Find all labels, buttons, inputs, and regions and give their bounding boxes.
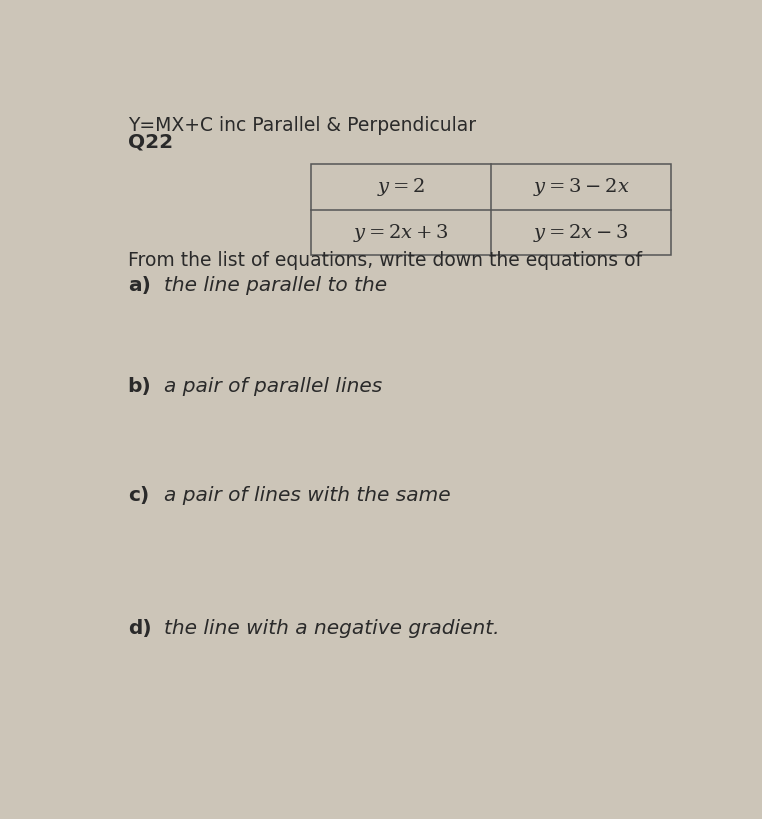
- Text: a pair of parallel lines: a pair of parallel lines: [165, 377, 383, 396]
- Text: $y = 3 − 2x$: $y = 3 − 2x$: [533, 176, 629, 198]
- Text: a pair of lines with the same: a pair of lines with the same: [165, 486, 457, 505]
- Text: Q22: Q22: [128, 133, 173, 152]
- Text: c): c): [128, 486, 149, 505]
- Text: the line with a negative gradient.: the line with a negative gradient.: [165, 618, 500, 637]
- Text: $y = 2x − 3$: $y = 2x − 3$: [533, 222, 629, 243]
- Text: the line parallel to the: the line parallel to the: [165, 276, 394, 295]
- Text: d): d): [128, 618, 152, 637]
- Text: b): b): [128, 377, 152, 396]
- Text: Y=MX+C inc Parallel & Perpendicular: Y=MX+C inc Parallel & Perpendicular: [128, 116, 475, 135]
- Text: $y = 2$: $y = 2$: [377, 176, 425, 198]
- Text: a): a): [128, 276, 151, 295]
- Text: From the list of equations, write down the equations of: From the list of equations, write down t…: [128, 251, 642, 270]
- Bar: [311, 165, 671, 256]
- Text: $y = 2x + 3$: $y = 2x + 3$: [353, 222, 449, 243]
